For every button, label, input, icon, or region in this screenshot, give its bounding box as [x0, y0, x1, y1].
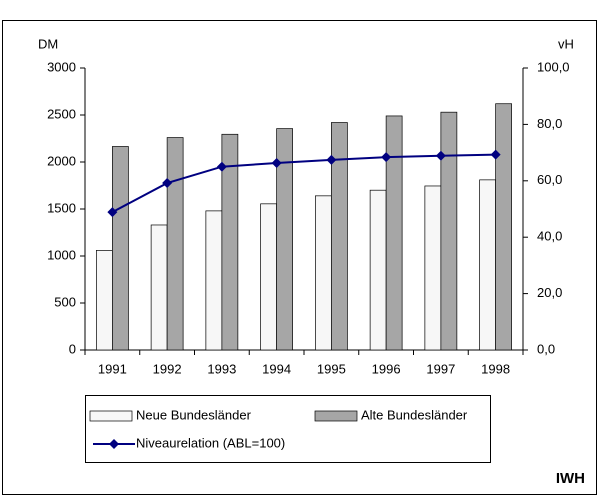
bar	[331, 122, 348, 351]
legend-swatch	[314, 410, 358, 422]
legend-box	[85, 395, 491, 463]
bar	[315, 195, 332, 351]
y2-tick-label: 40,0	[537, 229, 562, 244]
legend-marker	[109, 439, 119, 449]
y-tick-label: 2000	[47, 153, 76, 168]
y2-tick-label: 20,0	[537, 285, 562, 300]
bar	[205, 210, 223, 351]
x-tick-label: 1997	[426, 361, 455, 376]
line-marker	[435, 150, 446, 161]
x-tick-label: 1991	[98, 361, 127, 376]
line	[111, 153, 496, 213]
line-marker	[107, 207, 118, 218]
legend-label: Niveaurelation (ABL=100)	[136, 435, 285, 450]
bar	[369, 189, 387, 351]
line-marker	[490, 149, 501, 160]
y2-tick-label: 80,0	[537, 116, 562, 131]
bar	[166, 137, 184, 351]
line-marker	[271, 158, 282, 169]
line-marker	[381, 152, 392, 163]
x-tick-label: 1995	[317, 361, 346, 376]
x-tick-label: 1994	[262, 361, 291, 376]
bar	[150, 224, 168, 351]
legend-label: Neue Bundesländer	[136, 407, 252, 422]
bar	[96, 250, 113, 351]
y2-tick-label: 100,0	[537, 59, 570, 74]
bar	[440, 111, 458, 351]
bar	[495, 103, 512, 351]
bar	[424, 185, 442, 351]
x-tick-label: 1992	[153, 361, 182, 376]
x-tick-label: 1998	[481, 361, 510, 376]
bar	[276, 128, 293, 351]
y-tick-label: 500	[54, 294, 76, 309]
bar	[221, 133, 239, 351]
line-marker	[326, 154, 337, 165]
line-marker	[162, 178, 173, 189]
bar	[385, 115, 403, 351]
bar	[479, 179, 496, 351]
bar	[112, 146, 129, 351]
y-tick-label: 1500	[47, 200, 76, 215]
y-tick-label: 1000	[47, 247, 76, 262]
y2-tick-label: 60,0	[537, 172, 562, 187]
x-tick-label: 1993	[207, 361, 236, 376]
y-tick-label: 3000	[47, 59, 76, 74]
source: IWH	[556, 470, 585, 487]
y2-axis-label: vH	[558, 36, 574, 51]
y2-tick-label: 0,0	[537, 341, 555, 356]
y-axis-label: DM	[38, 36, 58, 51]
bar	[260, 203, 277, 351]
y-tick-label: 2500	[47, 106, 76, 121]
line-marker	[216, 161, 227, 172]
x-tick-label: 1996	[372, 361, 401, 376]
y-tick-label: 0	[69, 341, 76, 356]
legend-swatch	[89, 410, 133, 422]
legend-label: Alte Bundesländer	[361, 407, 468, 422]
